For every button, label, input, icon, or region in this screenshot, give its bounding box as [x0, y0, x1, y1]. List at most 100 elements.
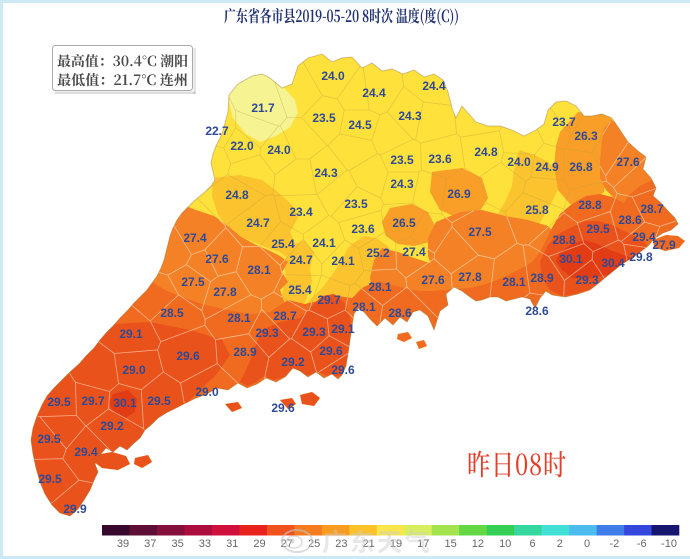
svg-text:27.4: 27.4: [183, 231, 207, 245]
svg-text:28.1: 28.1: [368, 280, 392, 294]
svg-text:28.7: 28.7: [273, 309, 297, 323]
svg-text:29.5: 29.5: [38, 472, 62, 486]
svg-text:24.4: 24.4: [362, 86, 386, 100]
svg-text:27.8: 27.8: [213, 285, 237, 299]
svg-text:23.5: 23.5: [344, 197, 368, 211]
svg-text:21.7: 21.7: [251, 101, 275, 115]
svg-text:25.2: 25.2: [366, 246, 390, 260]
svg-text:24.9: 24.9: [535, 160, 559, 174]
svg-text:24.8: 24.8: [474, 145, 498, 159]
svg-text:28.1: 28.1: [502, 275, 526, 289]
svg-text:27.6: 27.6: [616, 155, 640, 169]
svg-text:27.8: 27.8: [458, 270, 482, 284]
svg-text:29.5: 29.5: [586, 222, 610, 236]
svg-text:29.5: 29.5: [147, 394, 171, 408]
svg-text:29.0: 29.0: [122, 363, 146, 377]
svg-text:6: 6: [529, 538, 535, 550]
svg-text:24.1: 24.1: [312, 236, 336, 250]
svg-text:24.7: 24.7: [289, 253, 313, 267]
svg-text:28.6: 28.6: [388, 306, 412, 320]
svg-text:27.6: 27.6: [421, 273, 445, 287]
svg-text:22.0: 22.0: [230, 139, 254, 153]
svg-text:26.3: 26.3: [574, 129, 598, 143]
svg-text:24.1: 24.1: [331, 254, 355, 268]
svg-text:25.4: 25.4: [288, 283, 312, 297]
svg-text:29.4: 29.4: [632, 230, 656, 244]
svg-text:23: 23: [335, 538, 347, 550]
svg-text:28.1: 28.1: [247, 263, 271, 277]
svg-text:28.9: 28.9: [233, 345, 257, 359]
svg-text:28.6: 28.6: [525, 304, 549, 318]
svg-text:29.3: 29.3: [575, 273, 599, 287]
svg-text:29.8: 29.8: [629, 250, 653, 264]
svg-text:23.6: 23.6: [428, 152, 452, 166]
svg-text:29.0: 29.0: [195, 385, 219, 399]
svg-text:30.1: 30.1: [559, 252, 583, 266]
svg-text:24.4: 24.4: [422, 79, 446, 93]
svg-text:21: 21: [363, 538, 375, 550]
svg-text:24.5: 24.5: [348, 118, 372, 132]
svg-text:10: 10: [499, 538, 511, 550]
svg-text:29.2: 29.2: [100, 419, 124, 433]
svg-text:35: 35: [171, 538, 183, 550]
svg-text:-10: -10: [661, 538, 677, 550]
svg-text:23.5: 23.5: [312, 111, 336, 125]
svg-text:27.5: 27.5: [181, 275, 205, 289]
svg-text:15: 15: [444, 538, 456, 550]
svg-text:24.0: 24.0: [507, 155, 531, 169]
svg-text:29.6: 29.6: [271, 401, 295, 415]
svg-text:22.7: 22.7: [205, 124, 229, 138]
svg-text:28.8: 28.8: [578, 198, 602, 212]
svg-text:27.4: 27.4: [402, 245, 426, 259]
svg-text:39: 39: [117, 538, 129, 550]
svg-text:23.4: 23.4: [289, 205, 313, 219]
svg-text:30.1: 30.1: [113, 396, 137, 410]
svg-text:25.8: 25.8: [525, 203, 549, 217]
svg-text:23.5: 23.5: [390, 153, 414, 167]
svg-text:29.6: 29.6: [176, 349, 200, 363]
svg-text:28.1: 28.1: [352, 300, 376, 314]
svg-text:27.9: 27.9: [652, 238, 676, 252]
svg-text:30.4: 30.4: [601, 256, 625, 270]
svg-text:28.5: 28.5: [160, 306, 184, 320]
svg-text:29.7: 29.7: [81, 394, 105, 408]
svg-text:29.9: 29.9: [63, 502, 87, 516]
svg-text:27.6: 27.6: [205, 252, 229, 266]
svg-text:17: 17: [417, 538, 429, 550]
svg-text:26.8: 26.8: [569, 160, 593, 174]
svg-text:29.2: 29.2: [281, 355, 305, 369]
svg-text:26.9: 26.9: [447, 187, 471, 201]
svg-text:0: 0: [584, 538, 590, 550]
svg-text:29.6: 29.6: [331, 363, 355, 377]
svg-text:31: 31: [226, 538, 238, 550]
svg-text:28.1: 28.1: [227, 311, 251, 325]
svg-text:-6: -6: [637, 538, 647, 550]
svg-text:29.3: 29.3: [302, 325, 326, 339]
svg-text:24.3: 24.3: [390, 177, 414, 191]
svg-text:33: 33: [199, 538, 211, 550]
svg-text:24.0: 24.0: [267, 143, 291, 157]
svg-text:37: 37: [144, 538, 156, 550]
svg-text:24.7: 24.7: [246, 216, 270, 230]
svg-text:23.7: 23.7: [552, 115, 576, 129]
svg-text:-2: -2: [610, 538, 620, 550]
svg-text:29.1: 29.1: [331, 322, 355, 336]
svg-text:29.5: 29.5: [47, 395, 71, 409]
svg-text:24.8: 24.8: [225, 188, 249, 202]
svg-text:29.6: 29.6: [319, 344, 343, 358]
svg-text:23.6: 23.6: [351, 222, 375, 236]
svg-text:2: 2: [557, 538, 563, 550]
svg-text:28.6: 28.6: [618, 213, 642, 227]
svg-text:19: 19: [390, 538, 402, 550]
svg-text:28.9: 28.9: [530, 271, 554, 285]
svg-text:29.1: 29.1: [119, 327, 143, 341]
svg-text:29.3: 29.3: [255, 326, 279, 340]
svg-text:29.4: 29.4: [74, 445, 98, 459]
svg-text:24.3: 24.3: [314, 166, 338, 180]
svg-text:26.5: 26.5: [392, 216, 416, 230]
svg-text:28.8: 28.8: [552, 233, 576, 247]
svg-text:29.7: 29.7: [317, 293, 341, 307]
svg-text:28.7: 28.7: [640, 202, 664, 216]
svg-text:25.4: 25.4: [271, 237, 295, 251]
svg-text:27.5: 27.5: [468, 225, 492, 239]
